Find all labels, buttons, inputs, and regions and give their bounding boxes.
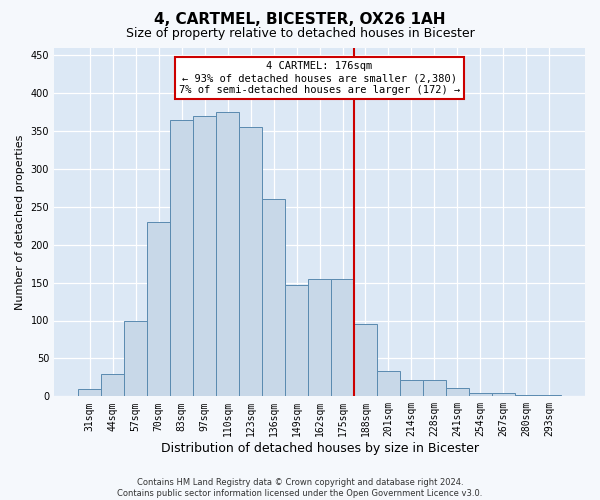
Bar (239, 127, 262, 396)
Bar (124, 320, 147, 396)
Bar (515, 395, 538, 396)
Bar (308, 279, 331, 396)
Bar (170, 120, 193, 396)
Bar (354, 324, 377, 396)
Bar (492, 392, 515, 396)
Text: Size of property relative to detached houses in Bicester: Size of property relative to detached ho… (125, 28, 475, 40)
Bar (147, 222, 170, 396)
Bar (193, 116, 216, 396)
Bar (216, 112, 239, 397)
Bar (423, 380, 446, 396)
Bar (469, 392, 492, 396)
Bar (538, 395, 561, 396)
Text: 4, CARTMEL, BICESTER, OX26 1AH: 4, CARTMEL, BICESTER, OX26 1AH (154, 12, 446, 28)
Bar (78, 389, 101, 396)
Text: Contains HM Land Registry data © Crown copyright and database right 2024.
Contai: Contains HM Land Registry data © Crown c… (118, 478, 482, 498)
Bar (400, 380, 423, 396)
Y-axis label: Number of detached properties: Number of detached properties (15, 134, 25, 310)
Bar (446, 388, 469, 396)
Bar (262, 199, 285, 396)
Text: 4 CARTMEL: 176sqm
← 93% of detached houses are smaller (2,380)
7% of semi-detach: 4 CARTMEL: 176sqm ← 93% of detached hous… (179, 62, 460, 94)
Bar (377, 372, 400, 396)
X-axis label: Distribution of detached houses by size in Bicester: Distribution of detached houses by size … (161, 442, 479, 455)
Bar (331, 279, 354, 396)
Bar (285, 285, 308, 397)
Bar (101, 374, 124, 396)
